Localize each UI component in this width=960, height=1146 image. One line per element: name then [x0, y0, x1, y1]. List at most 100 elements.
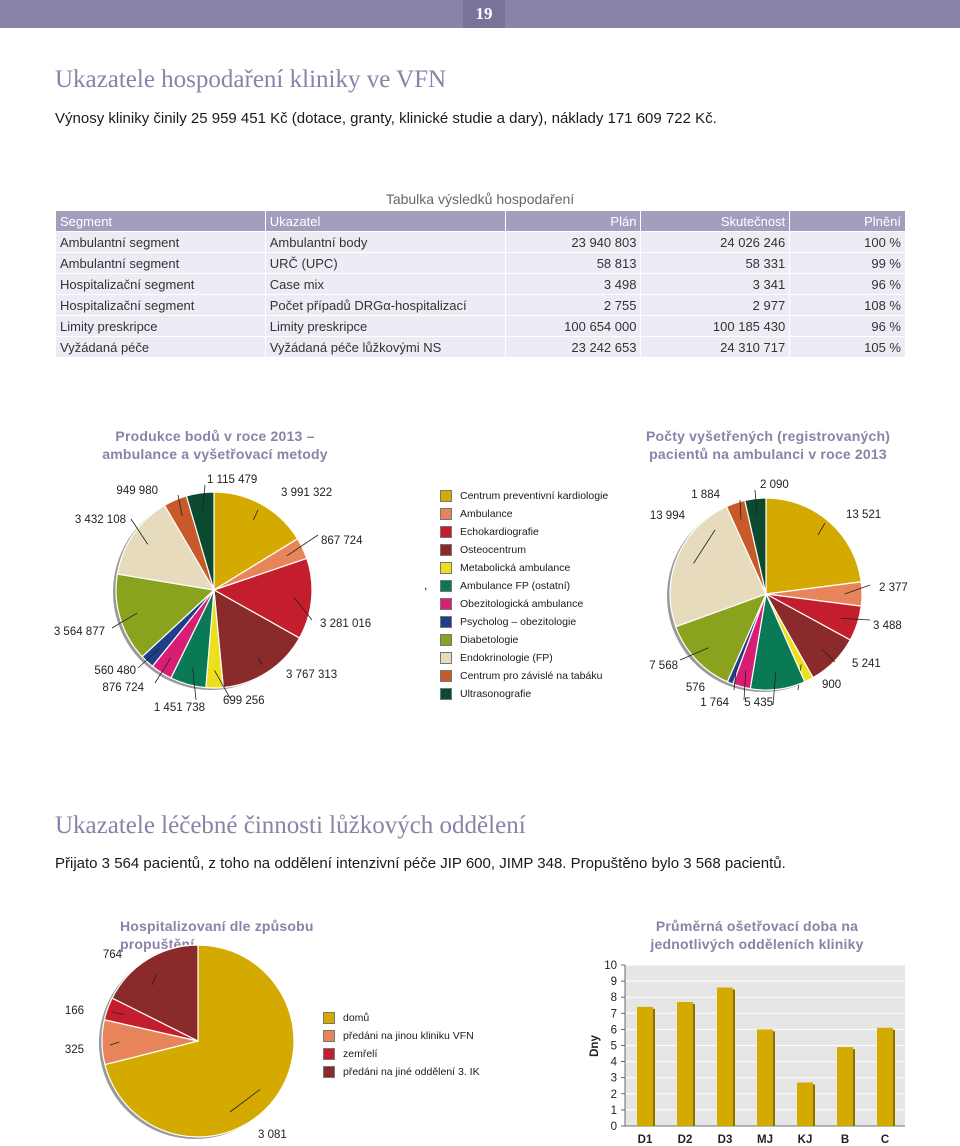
x-tick-label: D3	[718, 1134, 733, 1146]
bar	[837, 1047, 853, 1126]
y-tick-label: 4	[611, 1057, 618, 1069]
y-tick-label: 3	[611, 1073, 617, 1085]
legend-item: Diabetologie	[440, 631, 608, 649]
x-tick-label: D1	[638, 1134, 653, 1146]
legend-swatch	[440, 526, 452, 538]
x-tick-label: MJ	[757, 1134, 773, 1146]
pie-slice	[669, 505, 767, 628]
header-plan: Plán	[504, 210, 642, 232]
data-label: 13 521	[846, 509, 881, 521]
legend-swatch	[440, 508, 452, 520]
leader-line	[743, 670, 747, 701]
bar	[677, 1002, 693, 1126]
leader-line	[151, 973, 157, 986]
pie3-title: Hospitalizovaní dle způsobu propuštění	[120, 918, 314, 952]
cell-plan: 58 813	[504, 252, 642, 274]
legend-label: Ambulance FP (ostatní)	[460, 580, 571, 592]
legend-swatch	[440, 580, 452, 592]
legend-label: Ultrasonografie	[460, 688, 532, 700]
bar	[877, 1027, 893, 1126]
legend-item: Centrum pro závislé na tabáku	[440, 667, 608, 685]
cell-segment: Hospitalizační segment	[55, 294, 266, 316]
cell-plan: 2 755	[504, 294, 642, 316]
cell-fulfillment: 96 %	[789, 273, 906, 295]
cell-actual: 2 977	[640, 294, 791, 316]
legend-swatch	[440, 616, 452, 628]
leader-line	[130, 518, 149, 545]
legend-label: Endokrinologie (FP)	[460, 652, 553, 664]
legend-swatch	[440, 562, 452, 574]
data-label: 2 377	[879, 582, 908, 594]
pie-slice	[765, 497, 862, 595]
bar	[797, 1082, 813, 1126]
data-label: 1 115 479	[207, 474, 257, 486]
data-label: 3 991 322	[281, 487, 332, 499]
leader-line	[754, 489, 758, 516]
cell-segment: Vyžádaná péče	[55, 336, 266, 358]
legend-swatch	[440, 544, 452, 556]
cell-actual: 3 341	[640, 273, 791, 295]
legend-swatch	[323, 1030, 335, 1042]
leader-line	[154, 657, 172, 684]
cell-indicator: URČ (UPC)	[264, 252, 506, 274]
legend-item: domů	[323, 1009, 480, 1027]
legend-label: Osteocentrum	[460, 544, 526, 556]
data-label: 576	[686, 682, 705, 694]
pie1-title: Produkce bodů v roce 2013 – ambulance a …	[102, 428, 328, 462]
legend-item: předáni na jiné oddělení 3. IK	[323, 1063, 480, 1081]
y-tick-label: 7	[611, 1008, 617, 1020]
cell-segment: Ambulantní segment	[55, 252, 266, 274]
pie-slice	[115, 573, 216, 658]
table-row: Hospitalizační segment Počet případů DRG…	[55, 294, 906, 316]
bar	[757, 1029, 773, 1126]
y-tick-label: 5	[611, 1041, 617, 1053]
legend-label: předáni na jiné oddělení 3. IK	[343, 1066, 480, 1078]
legend-label: Centrum preventivní kardiologie	[460, 490, 609, 502]
leader-line	[137, 648, 160, 669]
legend-label: Diabetologie	[460, 634, 519, 646]
cell-plan: 23 940 803	[504, 231, 642, 253]
data-label: 949 980	[116, 485, 158, 497]
cell-fulfillment: 99 %	[789, 252, 906, 274]
leader-line	[109, 1041, 120, 1046]
legend-item: Osteocentrum	[440, 541, 608, 559]
legend-item: Obezitologická ambulance	[440, 595, 608, 613]
leader-line	[202, 484, 206, 511]
legend-discharge: domů předáni na jinou kliniku VFN zemřel…	[323, 1009, 480, 1081]
leader-line	[111, 1011, 124, 1015]
legend-label: Psycholog – obezitologie	[460, 616, 577, 628]
leader-line	[817, 522, 826, 536]
section-title-inpatient: Ukazatele léčebné činnosti lůžkových odd…	[55, 812, 526, 839]
results-table: Segment Ukazatel Plán Skutečnost Plnění …	[55, 210, 906, 358]
legend-item: Ambulance	[440, 505, 608, 523]
data-label: 1 764	[700, 697, 729, 709]
legend-label: Echokardiografie	[460, 526, 539, 538]
data-label: 560 480	[94, 665, 136, 677]
economics-intro: Výnosy kliniky činily 25 959 451 Kč (dot…	[55, 110, 717, 127]
legend-swatch	[323, 1048, 335, 1060]
pie-slice	[116, 504, 216, 591]
pie-slice	[213, 588, 301, 689]
bar-title: Průměrná ošetřovací doba na jednotlivých…	[650, 918, 864, 952]
data-label: 3 564 877	[54, 626, 105, 638]
cell-segment: Hospitalizační segment	[55, 273, 266, 295]
inpatient-intro: Přijato 3 564 pacientů, z toho na odděle…	[55, 855, 786, 872]
cell-fulfillment: 100 %	[789, 231, 906, 253]
data-label: 900	[822, 679, 841, 691]
cell-segment: Ambulantní segment	[55, 231, 266, 253]
y-tick-label: 1	[611, 1105, 617, 1117]
cell-fulfillment: 105 %	[789, 336, 906, 358]
table-title: Tabulka výsledků hospodaření	[385, 191, 575, 207]
cell-indicator: Ambulantní body	[264, 231, 506, 253]
cell-indicator: Limity preskripce	[264, 315, 506, 337]
legend-item: Ultrasonografie	[440, 685, 608, 703]
legend-item: Endokrinologie (FP)	[440, 649, 608, 667]
cell-actual: 58 331	[640, 252, 791, 274]
y-tick-label: 8	[611, 992, 617, 1004]
leader-line	[821, 649, 836, 663]
legend-swatch	[323, 1012, 335, 1024]
pie-slice	[674, 592, 768, 683]
data-label: 5 241	[852, 658, 881, 670]
page-number: 19	[463, 0, 505, 28]
legend-item: Psycholog – obezitologie	[440, 613, 608, 631]
